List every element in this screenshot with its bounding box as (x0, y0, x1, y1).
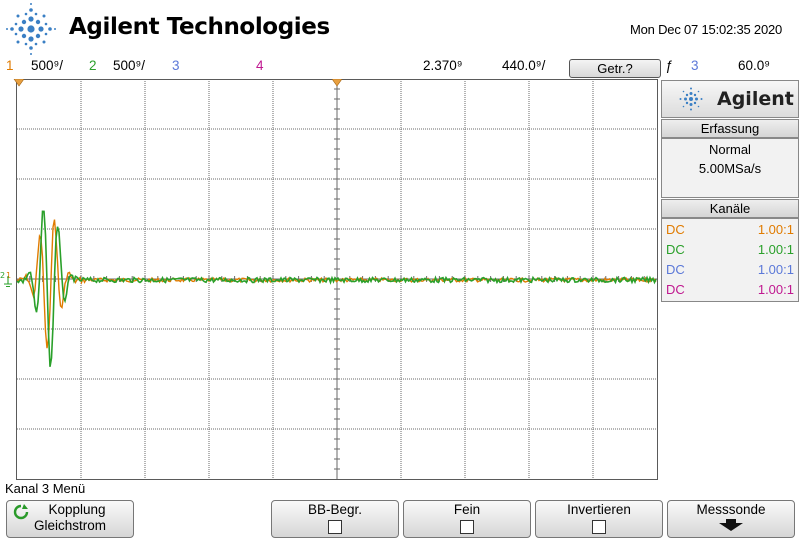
invert-checkbox[interactable] (592, 520, 606, 534)
panel-logo-box: Agilent (661, 80, 799, 118)
ch4-number[interactable]: 4 (256, 58, 264, 73)
channels-title: Kanäle (661, 199, 799, 218)
ground-marker: 2 1 (0, 271, 12, 288)
sample-rate: 5.00MSa/s (698, 161, 762, 176)
ch2-ground-label: 2 (0, 271, 5, 280)
bw-limit-checkbox[interactable] (328, 520, 342, 534)
probe-label: Messsonde (696, 502, 766, 517)
side-panel: Agilent Erfassung Normal 5.00MSa/s Kanäl… (661, 80, 799, 302)
submenu-arrow-icon (719, 519, 743, 531)
ch3-probe-ratio: 1.00:1 (757, 262, 794, 277)
ch3-number[interactable]: 3 (172, 58, 180, 73)
channels-box: DC 1.00:1 DC 1.00:1 DC 1.00:1 DC 1.00:1 (661, 218, 799, 302)
acquisition-box: Normal 5.00MSa/s (661, 138, 799, 198)
ch1-trace (16, 219, 657, 349)
ch4-probe-ratio: 1.00:1 (757, 282, 794, 297)
invert-softkey[interactable]: Invertieren (535, 500, 663, 538)
fine-checkbox[interactable] (460, 520, 474, 534)
rotate-knob-icon (13, 504, 29, 520)
menu-title: Kanal 3 Menü (5, 481, 86, 496)
trigger-edge-icon: ƒ (665, 58, 673, 73)
acquisition-title: Erfassung (661, 119, 799, 138)
bw-limit-label: BB-Begr. (307, 502, 363, 517)
ch1-scale: 500⁹/ (31, 58, 64, 73)
trigger-position-marker (331, 79, 343, 87)
ch1-number[interactable]: 1 (6, 58, 14, 73)
stop-button[interactable]: Getr.? (569, 59, 661, 78)
ch1-coupling: DC (666, 222, 685, 237)
ch4-coupling: DC (666, 282, 685, 297)
agilent-small-logo-icon (679, 87, 703, 111)
panel-brand: Agilent (717, 88, 794, 110)
trigger-level: 60.0⁹ (738, 58, 771, 73)
coupling-softkey[interactable]: Kopplung Gleichstrom (6, 500, 134, 538)
ch2-scale: 500⁹/ (113, 58, 146, 73)
fine-label: Fein (453, 502, 481, 517)
brand-title: Agilent Technologies (69, 14, 330, 40)
time-scale: 440.0⁹/ (502, 58, 546, 73)
trigger-source: 3 (691, 58, 699, 73)
agilent-logo-icon (6, 3, 56, 55)
waveform-display[interactable]: 2 1 (0, 79, 660, 481)
time-delay: 2.370⁹ (423, 58, 463, 73)
bw-limit-softkey[interactable]: BB-Begr. (271, 500, 399, 538)
ch2-number[interactable]: 2 (89, 58, 97, 73)
probe-softkey[interactable]: Messsonde (667, 500, 795, 538)
acquisition-mode: Normal (709, 142, 751, 157)
fine-softkey[interactable]: Fein (403, 500, 531, 538)
ch2-probe-ratio: 1.00:1 (757, 242, 794, 257)
ch1-ground-label: 1 (6, 271, 11, 280)
coupling-value: Gleichstrom (33, 518, 106, 533)
ch2-trace (16, 210, 657, 367)
delay-marker (13, 79, 25, 87)
coupling-label: Kopplung (48, 502, 106, 517)
ch1-probe-ratio: 1.00:1 (757, 222, 794, 237)
ch3-coupling: DC (666, 262, 685, 277)
clock-readout: Mon Dec 07 15:02:35 2020 (630, 22, 783, 37)
invert-label: Invertieren (567, 502, 631, 517)
ch2-coupling: DC (666, 242, 685, 257)
